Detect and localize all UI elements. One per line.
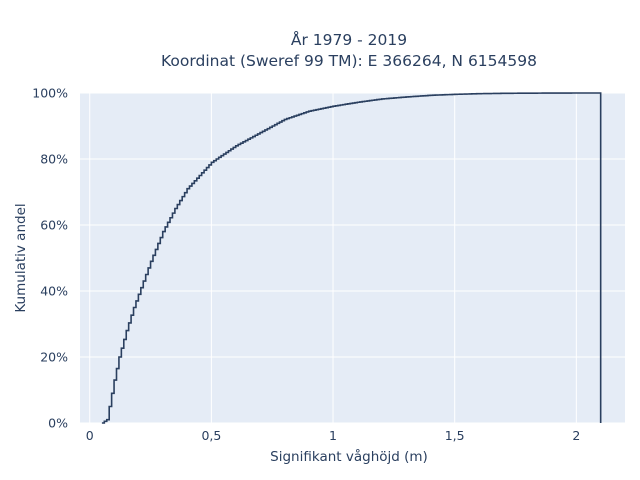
y-tick-label: 40%: [40, 284, 68, 299]
y-axis-label: Kumulativ andel: [13, 203, 29, 312]
x-tick-label: 0: [86, 428, 94, 443]
x-tick-label: 2: [572, 428, 580, 443]
x-tick-label: 1,5: [445, 428, 465, 443]
plot-background: [80, 93, 625, 423]
y-tick-label: 20%: [40, 350, 68, 365]
x-axis-ticks: 0 0,5 1 1,5 2: [86, 428, 581, 443]
y-tick-label: 60%: [40, 218, 68, 233]
chart-title-line-2: Koordinat (Sweref 99 TM): E 366264, N 61…: [161, 52, 537, 70]
y-tick-label: 80%: [40, 152, 68, 167]
grid: [80, 92, 625, 424]
x-tick-label: 0,5: [201, 428, 221, 443]
chart-title-line-1: År 1979 - 2019: [291, 30, 407, 49]
cdf-series-line: [101, 92, 602, 424]
y-tick-label: 0%: [48, 416, 68, 431]
x-tick-label: 1: [329, 428, 337, 443]
y-axis-ticks: 0% 20% 40% 60% 80% 100%: [32, 86, 68, 431]
y-tick-label: 100%: [32, 86, 68, 101]
x-axis-label: Signifikant våghöjd (m): [270, 448, 428, 465]
